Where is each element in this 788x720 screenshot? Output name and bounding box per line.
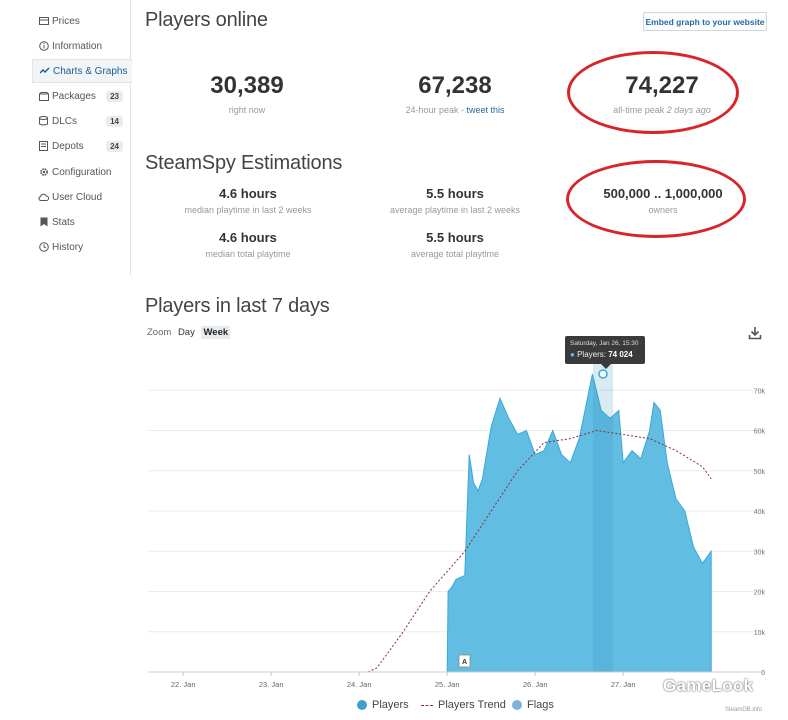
y-tick-label: 60k [754, 429, 766, 436]
x-tick-label: 25. Jan [435, 680, 460, 689]
sidebar-item-label: Packages [52, 90, 96, 102]
sidebar-item-label: History [52, 241, 84, 253]
sidebar-item-information[interactable]: Information [32, 34, 131, 58]
sidebar-badge: 14 [106, 115, 123, 127]
y-tick-label: 50k [754, 469, 766, 476]
y-tick-label: 30k [754, 549, 766, 556]
legend-players[interactable]: Players [357, 699, 409, 711]
sidebar-item-label: DLCs [52, 115, 78, 127]
median-total-value: 4.6 hours [219, 230, 277, 245]
sidebar-item-label: User Cloud [52, 191, 103, 203]
sidebar-item-charts-graphs[interactable]: Charts & Graphs [32, 59, 132, 83]
x-tick-label: 26. Jan [523, 680, 548, 689]
median-total-label: median total playtime [205, 249, 291, 259]
x-tick-label: 24. Jan [347, 680, 372, 689]
tweet-link[interactable]: tweet this [466, 105, 505, 115]
embed-graph-button[interactable]: Embed graph to your website [643, 12, 767, 31]
depot-icon [38, 141, 49, 152]
steamspy-title: SteamSpy Estimations [145, 152, 343, 174]
graph-title: Players in last 7 days [145, 295, 330, 317]
sidebar-item-prices[interactable]: Prices [32, 9, 131, 33]
peak-marker [598, 369, 608, 379]
highlight-ring-owners [566, 160, 746, 238]
sidebar-item-stats[interactable]: Stats [32, 210, 131, 234]
flag-label: A [462, 659, 467, 666]
zoom-week-button[interactable]: Week [201, 326, 231, 339]
info-icon [38, 41, 49, 52]
package-icon [38, 91, 49, 102]
bookmark-icon [38, 217, 49, 228]
y-tick-label: 40k [754, 509, 766, 516]
sidebar-item-history[interactable]: History [32, 235, 131, 259]
y-tick-label: 20k [754, 590, 766, 597]
flag-marker [458, 654, 471, 668]
peak-24h-value: 67,238 [418, 72, 492, 99]
sidebar-item-label: Depots [52, 140, 84, 152]
chart-icon [39, 66, 50, 77]
sidebar-item-depots[interactable]: Depots 24 [32, 134, 131, 158]
average-total-label: average total playtime [410, 249, 500, 259]
peak-24h-label: 24-hour peak - tweet this [405, 105, 505, 115]
sidebar-badge: 24 [106, 140, 123, 152]
zoom-label: Zoom [147, 327, 172, 338]
tooltip-value: ● Players: 74 024 [570, 350, 633, 359]
sidebar-item-label: Information [52, 40, 103, 52]
x-tick-label: 27. Jan [611, 680, 636, 689]
gear-icon [38, 167, 49, 178]
average-total-value: 5.5 hours [426, 230, 484, 245]
legend-players-trend[interactable]: Players Trend [421, 699, 506, 711]
players-now-value: 30,389 [210, 72, 284, 99]
sidebar-item-label: Configuration [52, 166, 112, 178]
sidebar-item-packages[interactable]: Packages 23 [32, 84, 131, 108]
sidebar-item-label: Charts & Graphs [53, 65, 128, 77]
chart-tooltip: Saturday, Jan 26, 15:30 ● Players: 74 02… [565, 336, 645, 369]
average-2w-value: 5.5 hours [426, 186, 484, 201]
dlc-icon [38, 116, 49, 127]
sidebar: Prices Information Charts & Graphs Packages… [0, 0, 132, 275]
sidebar-badge: 23 [106, 90, 123, 102]
sidebar-item-configuration[interactable]: Configuration [32, 160, 131, 184]
y-tick-label: 10k [754, 630, 766, 637]
median-2w-value: 4.6 hours [219, 186, 277, 201]
median-2w-label: median playtime in last 2 weeks [184, 205, 312, 215]
zoom-day-button[interactable]: Day [177, 327, 195, 338]
highlight-ring-peak [567, 51, 739, 134]
history-icon [38, 242, 49, 253]
page-title: Players online [145, 9, 268, 31]
legend-flags[interactable]: Flags [512, 699, 554, 711]
x-tick-label: 23. Jan [259, 680, 284, 689]
x-tick-label: 22. Jan [171, 680, 196, 689]
players-trend-line [148, 429, 712, 673]
y-tick-label: 0 [761, 670, 765, 677]
zoom-controls: Zoom Day Week [147, 326, 234, 339]
players-now-label: right now [228, 105, 266, 115]
tooltip-date: Saturday, Jan 26, 15:30 [570, 340, 639, 347]
sidebar-item-user-cloud[interactable]: User Cloud [32, 185, 131, 209]
sidebar-item-dlcs[interactable]: DLCs 14 [32, 109, 131, 133]
average-2w-label: average playtime in last 2 weeks [389, 205, 521, 215]
cloud-icon [38, 192, 49, 203]
sidebar-item-label: Stats [52, 216, 75, 228]
chart-credit: SteamDB.info [725, 707, 763, 713]
watermark: GameLook [640, 676, 753, 696]
sidebar-item-label: Prices [52, 15, 80, 27]
prices-icon [38, 16, 49, 27]
y-tick-label: 70k [754, 388, 766, 395]
players-area [148, 373, 712, 673]
hover-band [593, 350, 613, 672]
gamelook-logo-icon [641, 677, 659, 695]
download-icon[interactable] [748, 326, 762, 340]
